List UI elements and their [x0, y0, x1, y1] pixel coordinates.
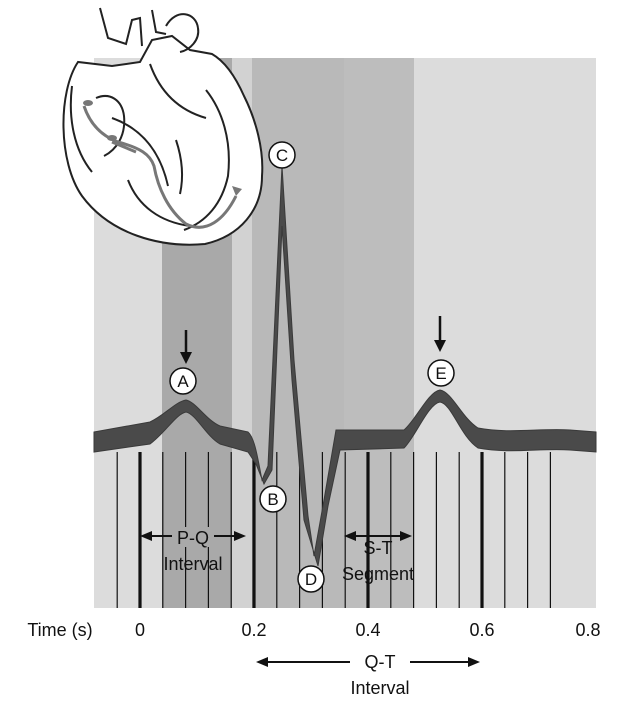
point-c-label: C [276, 146, 288, 165]
tick-label: 0.2 [241, 620, 266, 640]
point-d-label: D [305, 570, 317, 589]
heart-icon [62, 7, 264, 246]
tick-label: 0.6 [469, 620, 494, 640]
tick-label: 0.4 [355, 620, 380, 640]
point-b-marker: B [259, 485, 287, 513]
point-b-label: B [267, 490, 278, 509]
pq-label-line1: P-Q [177, 528, 209, 548]
qt-label-line2: Interval [350, 678, 409, 698]
st-label-line1: S-T [364, 538, 393, 558]
point-c-marker: C [268, 141, 296, 169]
point-a-label: A [177, 372, 189, 391]
av-node-icon [107, 135, 117, 141]
qt-label-line1: Q-T [365, 652, 396, 672]
point-d-marker: D [297, 565, 325, 593]
tick-label: 0 [135, 620, 145, 640]
tick-labels: 0 0.2 0.4 0.6 0.8 [135, 620, 601, 640]
grid-lines [116, 452, 552, 608]
conduction-path [82, 105, 238, 229]
st-segment-annotation: S-T Segment [342, 531, 414, 584]
ecg-trace-band [93, 165, 597, 567]
point-e-label: E [435, 364, 446, 383]
pq-interval-annotation: P-Q Interval [140, 527, 246, 574]
point-a-marker: A [169, 367, 197, 395]
st-band [344, 58, 414, 608]
sa-node-icon [83, 100, 93, 106]
t-wave-arrow-icon [434, 316, 446, 352]
pq-label-line2: Interval [163, 554, 222, 574]
st-label-line2: Segment [342, 564, 414, 584]
conduction-arrowhead-icon [232, 186, 242, 196]
point-e-marker: E [427, 359, 455, 387]
time-axis-label: Time (s) [27, 620, 92, 640]
tick-label: 0.8 [575, 620, 600, 640]
time-axis: Time (s) 0 0.2 0.4 0.6 0.8 [27, 620, 600, 640]
ecg-trace [93, 165, 597, 567]
p-wave-arrow-icon [180, 330, 192, 364]
qt-interval-annotation: Q-T Interval [256, 652, 480, 698]
